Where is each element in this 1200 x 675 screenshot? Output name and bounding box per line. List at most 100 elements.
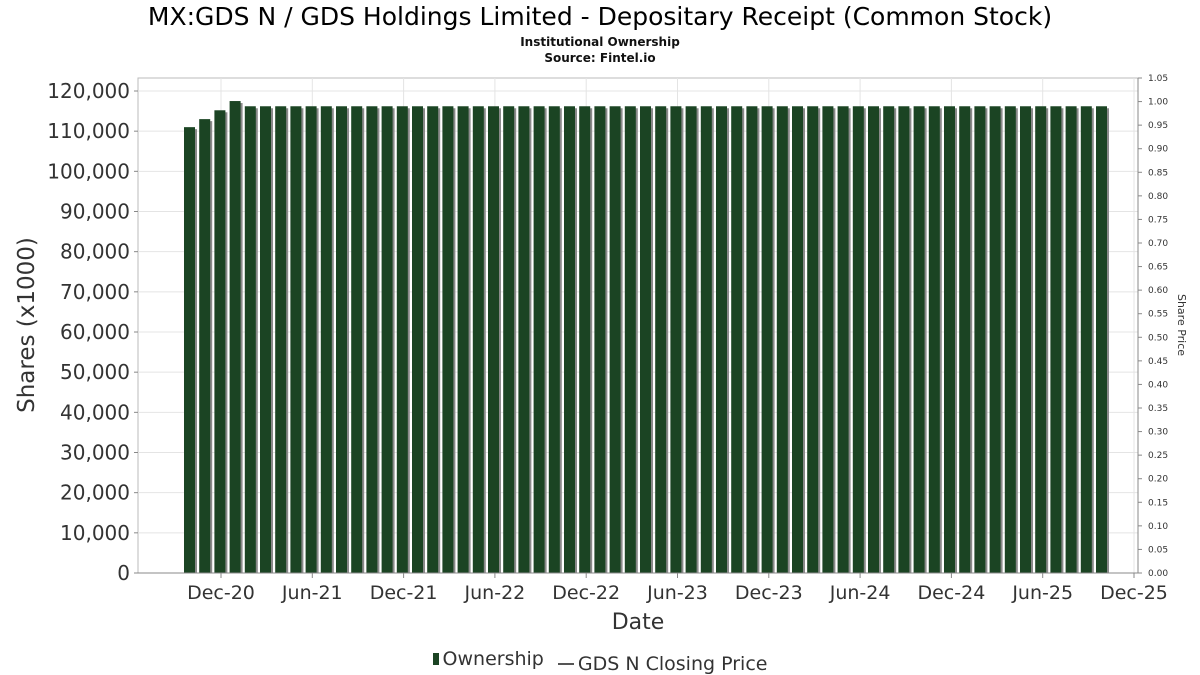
bar (260, 106, 271, 573)
bar (427, 106, 439, 573)
bar (792, 106, 803, 573)
bar (244, 106, 256, 573)
bar (928, 106, 940, 573)
bar (533, 106, 545, 573)
x-tick-label: Dec-23 (735, 582, 803, 604)
bar (655, 106, 667, 573)
bar (412, 106, 423, 573)
bar (1035, 106, 1047, 573)
bar (609, 106, 621, 573)
y2-tick-label: 0.30 (1148, 428, 1168, 438)
x-tick-label: Jun-21 (281, 582, 343, 604)
y-tick-label: 60,000 (60, 320, 130, 344)
bar (837, 106, 849, 573)
y2-tick-label: 0.55 (1148, 310, 1168, 320)
bar (442, 106, 454, 573)
y2-tick-label: 1.05 (1148, 74, 1168, 84)
legend-label-ownership: Ownership (442, 648, 544, 670)
bar (883, 106, 895, 573)
legend-label-closing-price: GDS N Closing Price (577, 653, 768, 675)
y-tick-label: 70,000 (60, 280, 130, 304)
y2-tick-label: 0.05 (1148, 545, 1168, 555)
legend-swatch-ownership (432, 653, 439, 665)
y2-tick-label: 0.40 (1148, 380, 1168, 390)
x-tick-label: Dec-20 (187, 582, 255, 604)
y-axis-label: Shares (x1000) (14, 237, 40, 413)
y-tick-label: 40,000 (60, 400, 130, 424)
x-tick-label: Dec-25 (1100, 582, 1168, 604)
y2-tick-label: 0.35 (1148, 404, 1168, 414)
bar (974, 106, 986, 573)
x-tick-label: Jun-22 (464, 582, 526, 604)
y2-tick-label: 0.85 (1148, 168, 1168, 178)
bar (290, 106, 302, 573)
y2-tick-label: 0.95 (1148, 121, 1168, 131)
y2-tick-label: 0.75 (1148, 215, 1168, 225)
bar (564, 106, 575, 573)
x-tick-label: Jun-24 (829, 582, 891, 604)
bar (472, 106, 484, 573)
y-tick-label: 30,000 (60, 441, 130, 465)
bar (716, 106, 727, 573)
legend-swatch-closing-price (557, 663, 574, 665)
bar (457, 106, 469, 573)
bar (944, 106, 955, 573)
bar (381, 106, 393, 573)
y2-tick-label: 0.00 (1148, 569, 1168, 579)
bar (640, 106, 651, 573)
bar (852, 106, 864, 573)
bar (700, 106, 712, 573)
bar (184, 127, 195, 574)
bar (731, 106, 743, 573)
y2-tick-label: 0.45 (1148, 357, 1168, 367)
y2-tick-label: 0.15 (1148, 498, 1168, 508)
legend-item-closing-price: GDS N Closing Price (554, 653, 768, 675)
y2-axis-label: Share Price (1175, 294, 1188, 356)
bar (1050, 106, 1062, 573)
legend: Ownership GDS N Closing Price (0, 648, 1200, 675)
y-tick-label: 80,000 (60, 240, 130, 264)
y2-tick-label: 0.20 (1148, 475, 1168, 485)
legend-item-ownership: Ownership (432, 648, 544, 670)
bar (594, 106, 606, 573)
y2-tick-label: 0.80 (1148, 192, 1168, 202)
bar (898, 106, 910, 573)
y2-tick-label: 0.90 (1148, 145, 1168, 155)
bar (1004, 106, 1016, 573)
y2-tick-label: 0.50 (1148, 333, 1168, 343)
bar (579, 106, 591, 573)
bar (685, 106, 697, 573)
y2-tick-label: 0.10 (1148, 522, 1168, 532)
bar (396, 106, 408, 573)
y-tick-label: 110,000 (47, 119, 130, 143)
bar (761, 106, 773, 573)
x-tick-label: Jun-23 (646, 582, 708, 604)
y2-tick-label: 0.25 (1148, 451, 1168, 461)
bar (807, 106, 819, 573)
bar (913, 106, 925, 573)
chart-source: Source: Fintel.io (544, 51, 656, 65)
chart-title: MX:GDS N / GDS Holdings Limited - Deposi… (147, 2, 1053, 31)
bar (305, 106, 317, 573)
y2-tick-label: 0.60 (1148, 286, 1168, 296)
bar (229, 101, 241, 574)
bar (518, 106, 530, 573)
bar (1096, 106, 1107, 573)
y2-tick-label: 0.65 (1148, 263, 1168, 273)
bar (989, 106, 1001, 573)
bar (320, 106, 332, 573)
bar (868, 106, 879, 573)
y-tick-label: 20,000 (60, 481, 130, 505)
chart-subtitle: Institutional Ownership (520, 35, 680, 49)
y-tick-label: 0 (117, 561, 130, 585)
bar (488, 106, 499, 573)
y2-tick-label: 1.00 (1148, 98, 1168, 108)
bar (746, 106, 758, 573)
bar (776, 106, 788, 573)
bar (503, 106, 515, 573)
bar (351, 106, 363, 573)
bar (275, 106, 287, 573)
bar (548, 106, 560, 573)
bar (366, 106, 378, 573)
